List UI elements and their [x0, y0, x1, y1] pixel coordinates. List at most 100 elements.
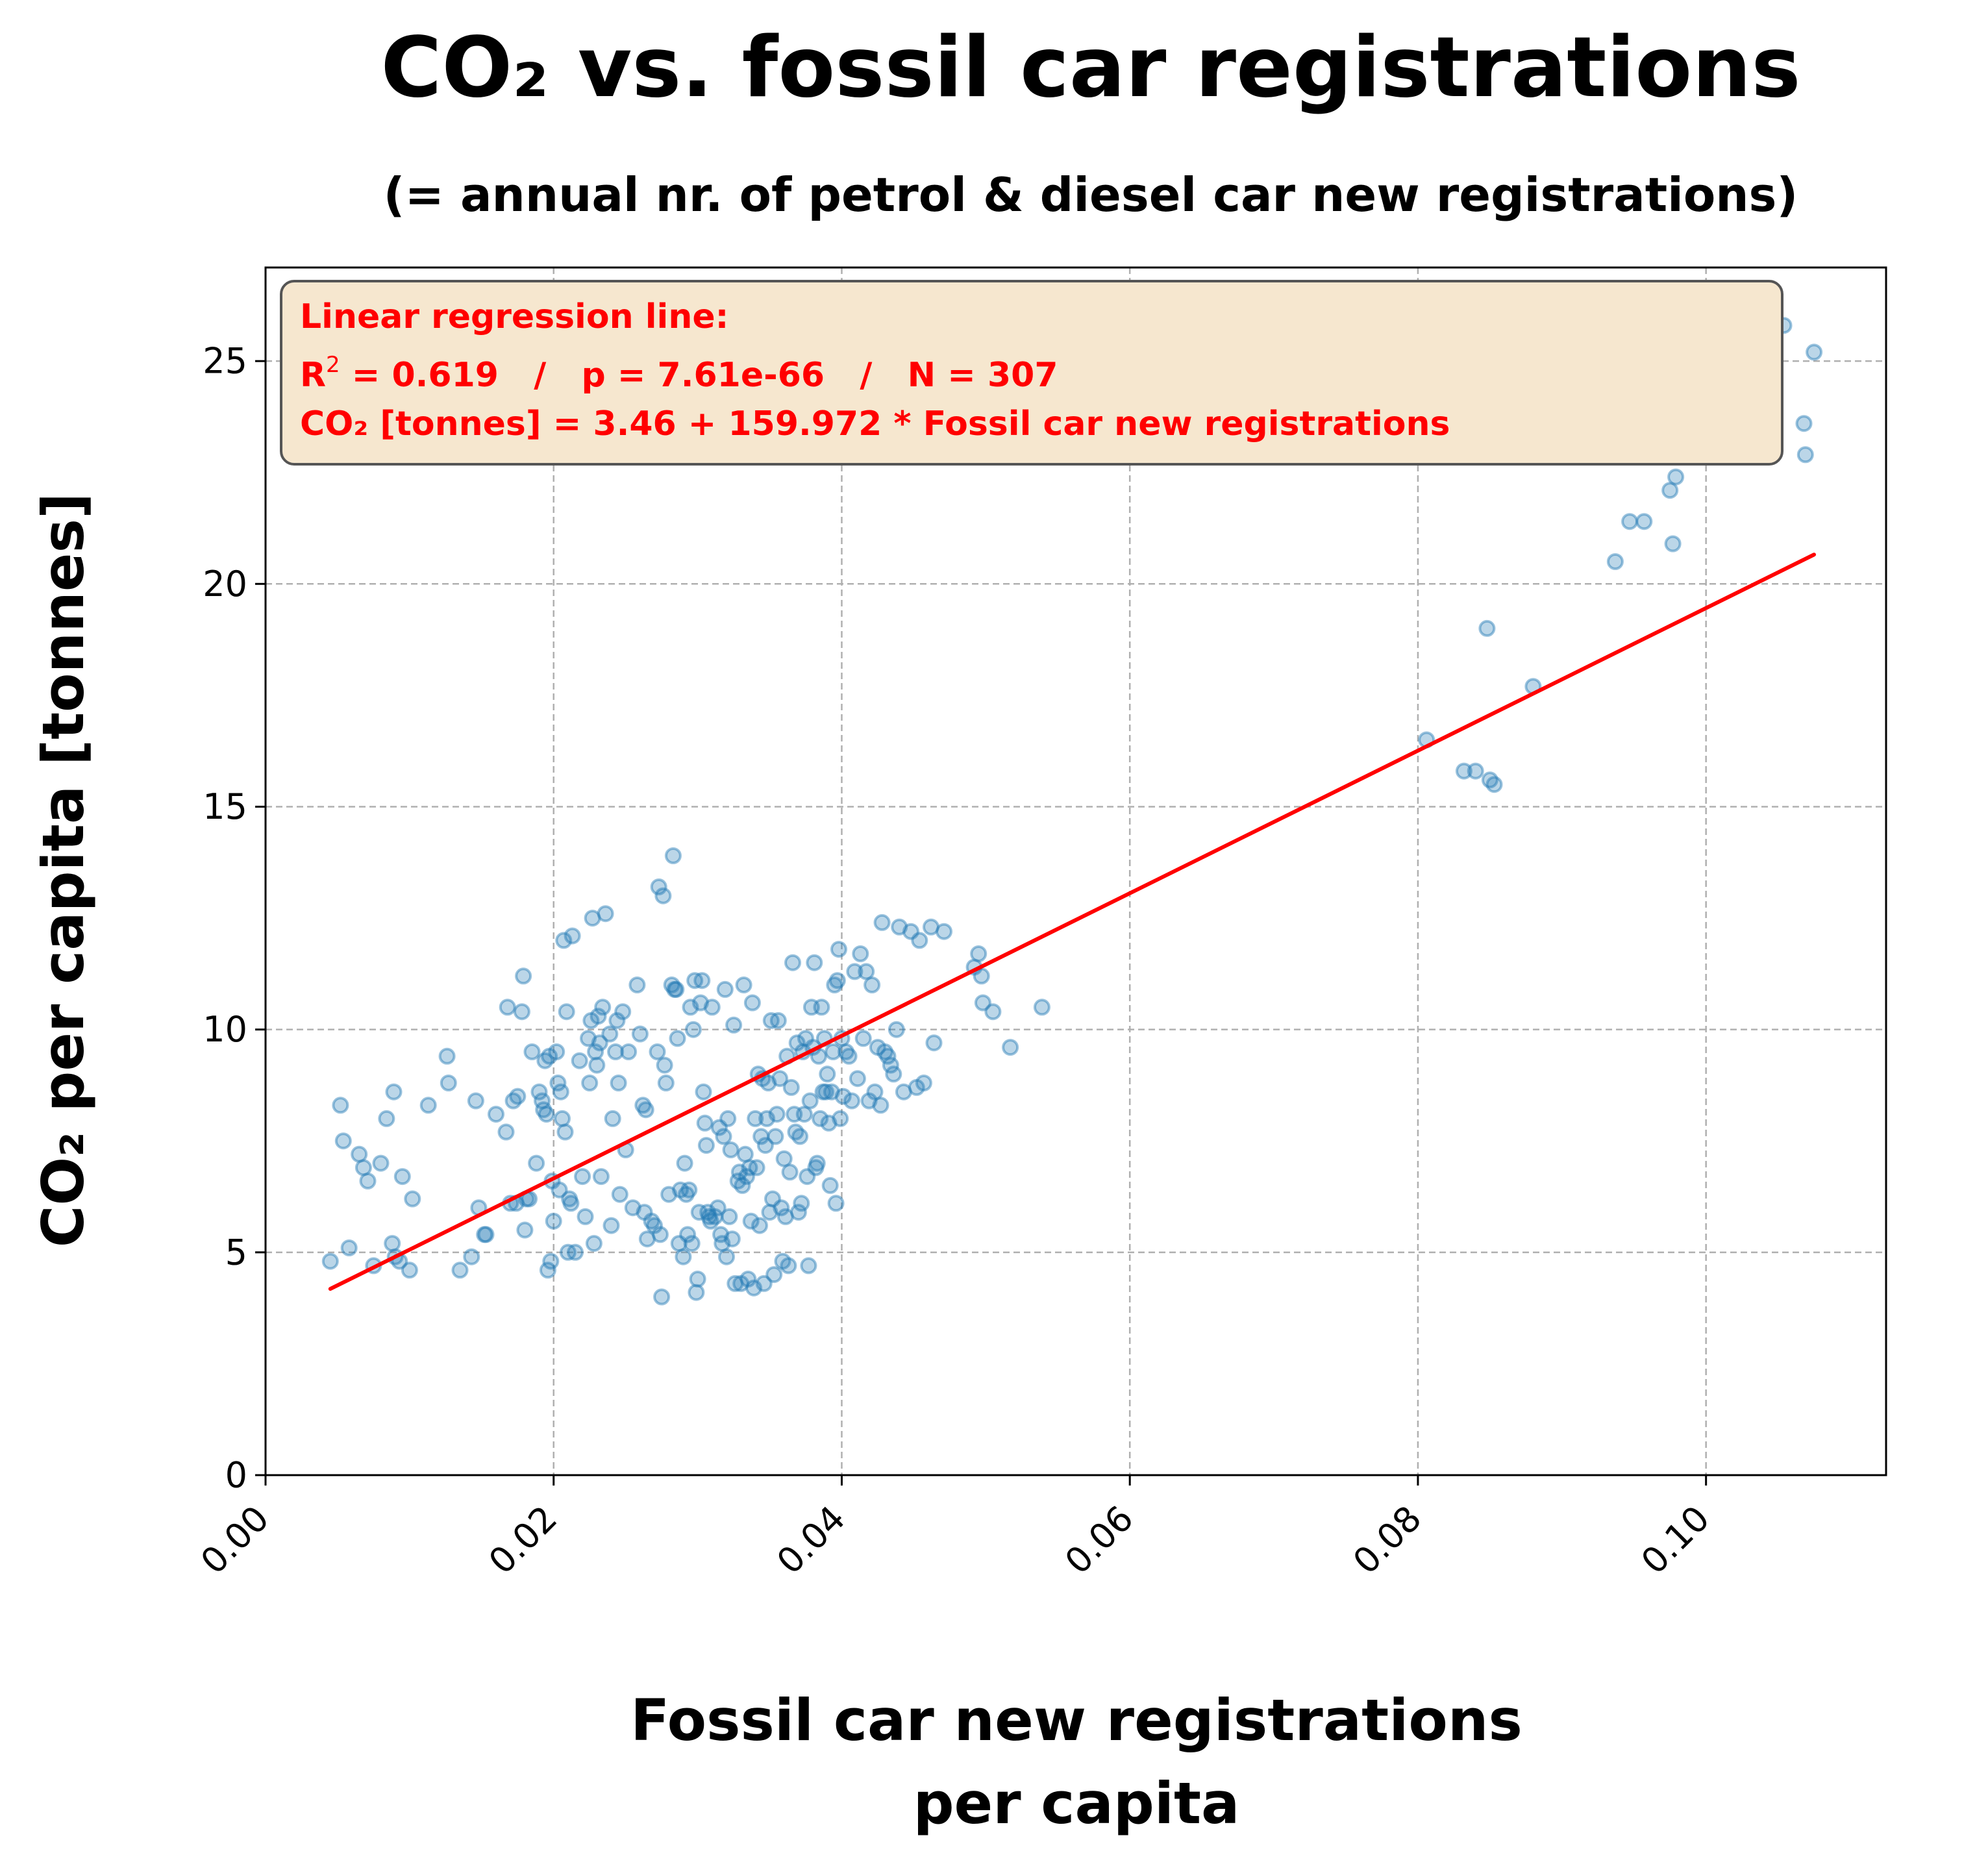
data-point	[515, 967, 532, 985]
data-point	[509, 1088, 527, 1105]
data-point	[797, 1030, 814, 1047]
data-point	[656, 1056, 673, 1074]
data-point	[564, 927, 581, 945]
y-tick-label: 5	[225, 1232, 247, 1273]
data-point	[699, 1204, 717, 1221]
data-point	[872, 1097, 889, 1114]
data-point	[738, 1168, 755, 1186]
data-point	[559, 1243, 577, 1261]
data-point	[801, 1092, 819, 1110]
data-point	[715, 1128, 732, 1145]
data-point	[721, 1208, 738, 1225]
data-point	[788, 1034, 806, 1052]
data-point	[768, 1106, 786, 1123]
data-point	[610, 1075, 627, 1091]
data-point	[679, 1226, 697, 1243]
data-point	[562, 1195, 580, 1212]
data-point	[634, 1097, 652, 1114]
data-point	[879, 1047, 897, 1065]
data-point	[551, 1181, 568, 1199]
data-point	[895, 1083, 912, 1101]
data-point	[538, 1106, 555, 1123]
data-point	[823, 1083, 840, 1101]
data-point	[729, 1173, 747, 1189]
data-point	[477, 1226, 495, 1243]
data-point	[827, 1195, 845, 1212]
data-point	[745, 1279, 763, 1297]
data-point	[761, 1204, 778, 1221]
x-axis-label-line-2: per capita	[913, 1770, 1240, 1837]
data-point	[594, 999, 612, 1016]
data-point	[769, 1012, 787, 1029]
data-point	[549, 1075, 567, 1091]
annotation-line-1: Linear regression line:	[300, 297, 728, 336]
data-point	[587, 1043, 604, 1060]
data-point	[742, 1212, 760, 1230]
data-point	[689, 1271, 706, 1288]
data-point	[814, 1083, 832, 1101]
data-point	[984, 1003, 1002, 1021]
data-point	[536, 1052, 554, 1069]
data-point	[808, 1154, 826, 1172]
data-point	[504, 1092, 522, 1110]
data-point	[535, 1101, 553, 1119]
data-point	[581, 1075, 599, 1091]
data-point	[590, 1008, 607, 1025]
data-point	[701, 1208, 718, 1225]
data-point	[830, 941, 847, 958]
data-point	[620, 1043, 638, 1060]
data-point	[680, 1181, 698, 1199]
data-point	[970, 945, 988, 962]
data-point	[539, 1262, 556, 1279]
data-point	[597, 905, 614, 923]
data-point	[723, 1230, 741, 1248]
annotation-line-3: CO₂ [tonnes] = 3.46 + 159.972 * Fossil c…	[300, 404, 1450, 443]
data-point	[702, 1212, 719, 1230]
data-point	[714, 1235, 731, 1252]
data-point	[784, 954, 801, 971]
data-point	[1467, 762, 1484, 780]
data-point	[734, 1176, 751, 1194]
data-point	[385, 1083, 403, 1101]
data-point	[378, 1110, 395, 1127]
data-point	[710, 1119, 728, 1136]
data-point	[523, 1043, 541, 1060]
data-point	[774, 1252, 791, 1270]
annotation-stats: = 0.619 / p = 7.61e-66 / N = 307	[340, 356, 1058, 395]
data-point	[654, 887, 672, 904]
data-point	[748, 1159, 765, 1176]
data-point	[697, 1137, 715, 1154]
data-point	[802, 999, 820, 1016]
data-point	[643, 1212, 660, 1230]
data-point	[789, 1204, 807, 1221]
data-point	[664, 847, 682, 864]
y-axis-ticks: 0 5 10 15 20 25	[203, 341, 266, 1496]
data-point	[1033, 999, 1050, 1016]
regression-line-layer	[328, 553, 1817, 1291]
data-point	[488, 1106, 504, 1123]
data-point	[677, 1186, 695, 1203]
data-point	[923, 918, 939, 936]
data-point	[709, 1199, 727, 1217]
data-point	[614, 1003, 632, 1021]
data-point	[393, 1168, 411, 1186]
data-point	[765, 1266, 783, 1284]
annotation-background	[280, 280, 1783, 466]
data-point	[1795, 415, 1813, 432]
data-point	[1621, 513, 1639, 530]
regression-line	[328, 553, 1817, 1291]
data-point	[628, 977, 646, 993]
data-point	[706, 1208, 724, 1225]
data-point	[516, 1221, 534, 1239]
data-point	[741, 1159, 758, 1176]
data-point	[607, 1043, 625, 1060]
data-point	[530, 1083, 548, 1101]
data-point	[340, 1239, 358, 1256]
data-point	[821, 1176, 839, 1194]
data-point	[806, 954, 823, 971]
data-point	[1806, 343, 1823, 361]
data-point	[973, 967, 990, 985]
data-point	[819, 1065, 836, 1083]
data-point	[404, 1190, 421, 1208]
